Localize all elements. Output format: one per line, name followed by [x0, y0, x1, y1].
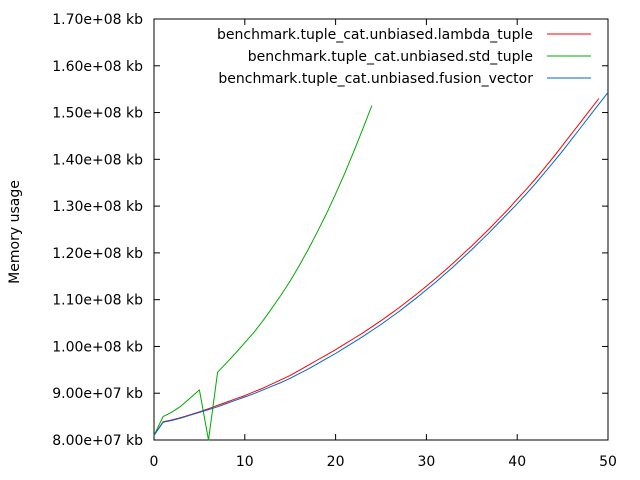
series-line-1 [153, 105, 373, 441]
y-tick-label: 1.10e+08 kb [52, 293, 143, 309]
y-tick-label: 9.00e+07 kb [52, 386, 143, 402]
x-tick-labels: 0 10 20 30 40 50 [150, 454, 617, 470]
x-tick-label: 0 [150, 454, 159, 470]
tick-marks [153, 18, 609, 441]
y-axis-label: Memory usage [7, 180, 23, 284]
y-tick-label: 1.40e+08 kb [52, 152, 143, 168]
x-tick-label: 40 [508, 454, 526, 470]
x-tick-label: 50 [599, 454, 617, 470]
x-tick-label: 30 [417, 454, 435, 470]
y-tick-label: 8.00e+07 kb [52, 433, 143, 449]
legend-label-1: benchmark.tuple_cat.unbiased.std_tuple [248, 49, 533, 65]
series-lines [153, 92, 609, 441]
y-tick-labels: 8.00e+07 kb 9.00e+07 kb 1.00e+08 kb 1.10e+0… [52, 12, 143, 449]
y-tick-label: 1.50e+08 kb [52, 106, 143, 122]
x-tick-label: 20 [327, 454, 345, 470]
series-line-2 [153, 92, 609, 436]
y-tick-label: 1.60e+08 kb [52, 59, 143, 75]
legend-label-0: benchmark.tuple_cat.unbiased.lambda_tupl… [217, 27, 533, 43]
series-line-0 [153, 98, 600, 436]
legend-label-2: benchmark.tuple_cat.unbiased.fusion_vect… [218, 71, 533, 87]
y-tick-label: 1.70e+08 kb [52, 12, 143, 28]
y-tick-label: 1.20e+08 kb [52, 246, 143, 262]
y-tick-label: 1.30e+08 kb [52, 199, 143, 215]
legend: benchmark.tuple_cat.unbiased.lambda_tupl… [217, 27, 591, 87]
plot-frame [153, 18, 609, 441]
y-tick-label: 1.00e+08 kb [52, 339, 143, 355]
x-tick-label: 10 [236, 454, 254, 470]
